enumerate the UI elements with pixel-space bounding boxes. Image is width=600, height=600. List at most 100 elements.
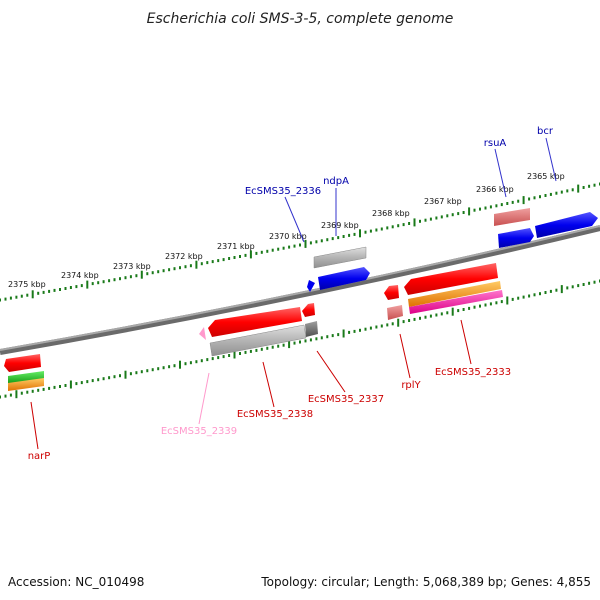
scale-minor-dot (173, 267, 176, 271)
scale-minor-dot (419, 316, 421, 320)
scale-minor-dot (380, 227, 383, 231)
gene-EcSMS35_2333-orange-bar[interactable] (408, 281, 501, 307)
scale-major-tick (451, 307, 454, 316)
scale-minor-dot (402, 320, 405, 324)
bottom-label-leaders (30, 319, 472, 450)
gene-EcSMS35_2338-grey-bar[interactable] (209, 324, 307, 357)
scale-major-tick (577, 184, 580, 193)
gene-label-narP[interactable]: narP (28, 451, 51, 462)
scale-minor-dot (479, 207, 481, 211)
scale-minor-dot (249, 349, 252, 353)
gene-bcr-arrow[interactable] (535, 212, 598, 238)
scale-minor-dot (37, 291, 40, 295)
gene-label-EcSMS35_2337[interactable]: EcSMS35_2337 (308, 394, 384, 405)
scale-minor-dot (26, 390, 29, 394)
scale-minor-dot (168, 365, 171, 369)
scale-minor-dot (315, 240, 318, 244)
scale-minor-dot (424, 218, 427, 222)
gene-EcSMS35_2337-grey-bar[interactable] (305, 321, 318, 337)
scale-minor-dot (348, 330, 351, 334)
scale-minor-dot (528, 197, 531, 201)
scale-minor-dot (593, 183, 596, 187)
gene-label-rplY[interactable]: rplY (401, 380, 421, 391)
scale-major-tick (304, 239, 307, 248)
gene-ndpA-arrow[interactable] (318, 267, 370, 290)
gene-rsuA-salmon-bar[interactable] (494, 208, 530, 226)
scale-minor-dot (500, 203, 503, 207)
scale-minor-dot (266, 249, 269, 253)
gene-label-bcr[interactable]: bcr (537, 126, 554, 137)
scale-minor-dot (593, 280, 596, 284)
gene-narP-orange-bar[interactable] (8, 378, 44, 391)
scale-minor-dot (168, 268, 171, 272)
gene-EcSMS35_2337-arrow[interactable] (302, 303, 315, 317)
scale-minor-dot (162, 269, 165, 273)
genome-backbone (0, 225, 600, 355)
scale-minor-dot (228, 354, 231, 357)
gene-EcSMS35_2339-arrow[interactable] (199, 327, 206, 340)
scale-minor-dot (337, 236, 340, 240)
scale-minor-dot (64, 384, 67, 387)
scale-minor-dot (408, 222, 411, 225)
gene-label-EcSMS35_2338[interactable]: EcSMS35_2338 (237, 409, 313, 420)
gene-EcSMS35_2336-arrow[interactable] (307, 280, 315, 292)
scale-minor-dot (348, 233, 351, 237)
scale-minor-dot (299, 243, 301, 247)
scale-minor-dot (162, 366, 165, 370)
scale-minor-dot (571, 285, 574, 289)
scale-minor-dot (0, 298, 1, 302)
gene-rplY-arrow[interactable] (384, 285, 399, 300)
scale-major-tick (179, 360, 181, 369)
scale-minor-dot (211, 260, 214, 264)
scale-major-tick (31, 290, 34, 299)
scale-minor-dot (75, 382, 78, 386)
scale-minor-dot (124, 276, 127, 280)
scale-major-tick (522, 196, 525, 205)
gene-label-rsuA[interactable]: rsuA (484, 138, 507, 149)
scale-minor-dot (151, 271, 154, 275)
scale-minor-dot (484, 206, 487, 210)
scale-minor-dot (539, 292, 541, 296)
gene-label-ndpA[interactable]: ndpA (323, 176, 349, 187)
scale-minor-dot (184, 265, 187, 269)
scale-minor-dot (380, 324, 383, 328)
scale-minor-dot (462, 211, 465, 214)
scale-minor-dot (222, 355, 225, 359)
scale-minor-dot (206, 261, 209, 265)
gene-rplY-salmon-bar[interactable] (387, 305, 403, 320)
scale-minor-dot (140, 370, 143, 374)
scale-minor-dot (331, 334, 334, 338)
scale-minor-dot (119, 277, 121, 281)
scale-major-tick (140, 270, 143, 279)
gene-ndpA-grey-bar[interactable] (313, 246, 367, 269)
scale-major-tick (15, 390, 18, 399)
scale-minor-dot (331, 237, 334, 241)
scale-minor-dot (146, 369, 149, 373)
scale-minor-dot (506, 202, 509, 205)
scale-minor-dot (419, 219, 421, 223)
scale-minor-dot (522, 295, 525, 299)
gene-EcSMS35_2338-arrow[interactable] (208, 307, 302, 337)
scale-minor-dot (402, 223, 405, 227)
gene-label-EcSMS35_2336[interactable]: EcSMS35_2336 (245, 186, 321, 197)
gene-label-EcSMS35_2339[interactable]: EcSMS35_2339 (161, 426, 237, 437)
scale-minor-dot (326, 238, 329, 242)
scale-minor-dot (200, 359, 203, 363)
scale-minor-dot (255, 348, 258, 352)
gene-EcSMS35_2333-arrow[interactable] (404, 263, 498, 295)
gene-narP-green-bar[interactable] (8, 371, 44, 384)
scale-label: 2370 kbp (269, 232, 307, 241)
scale-minor-dot (102, 280, 105, 284)
gene-narP-arrow[interactable] (4, 354, 41, 372)
gene-EcSMS35_2333-magenta-bar[interactable] (409, 290, 503, 314)
scale-label: 2374 kbp (61, 271, 99, 280)
scale-minor-dot (571, 188, 574, 192)
scale-minor-dot (282, 343, 285, 347)
gene-label-EcSMS35_2333[interactable]: EcSMS35_2333 (435, 367, 511, 378)
scale-minor-dot (266, 346, 269, 350)
scale-major-tick (86, 280, 89, 289)
scale-minor-dot (544, 194, 547, 197)
scale-major-tick (288, 340, 291, 349)
gene-rsuA-arrow[interactable] (498, 228, 534, 248)
